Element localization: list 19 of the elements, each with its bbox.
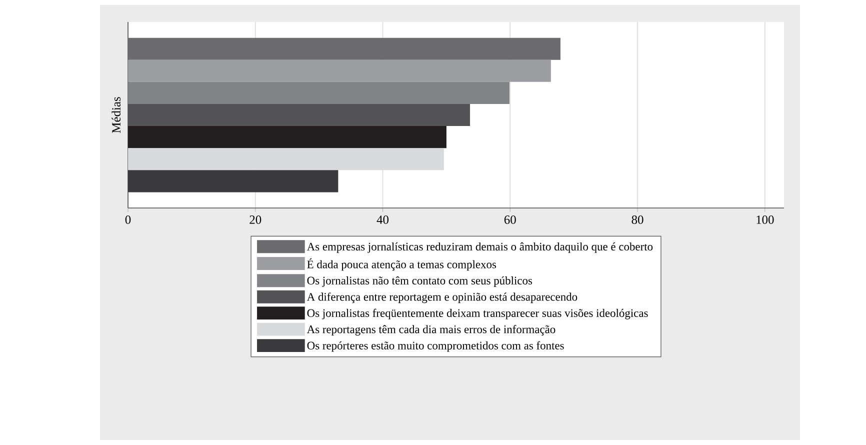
x-tick-label: 40 xyxy=(376,216,389,224)
legend-label: É dada pouca atenção a temas complexos xyxy=(307,258,496,271)
bar xyxy=(128,126,446,148)
legend-label: As reportagens têm cada dia mais erros de informação xyxy=(306,325,556,336)
legend-label: A diferença entre reportagem e opinião está desaparecendo xyxy=(306,292,578,304)
legend-label: Os jornalistas não têm contato com seus públicos xyxy=(307,276,532,287)
legend-label: Os repórteres estão muito comprometidos com as fontes xyxy=(307,341,564,352)
x-tick-label: 60 xyxy=(504,216,516,224)
bar xyxy=(128,170,338,192)
x-tick-label: 100 xyxy=(756,216,774,224)
x-tick-label: 20 xyxy=(250,216,262,224)
x-tick-label: 0 xyxy=(125,216,131,224)
bar xyxy=(128,60,551,82)
x-tick-label: 80 xyxy=(632,216,644,224)
legend-label: Os jornalistas freqüentemente deixam transparecer suas visões ideológicas xyxy=(307,308,648,320)
y-axis-title: Médias xyxy=(112,97,120,133)
legend-label: As empresas jornalísticas reduziram demais o âmbito daquilo que é coberto xyxy=(306,242,653,253)
bar xyxy=(128,38,560,60)
bar xyxy=(128,82,510,104)
